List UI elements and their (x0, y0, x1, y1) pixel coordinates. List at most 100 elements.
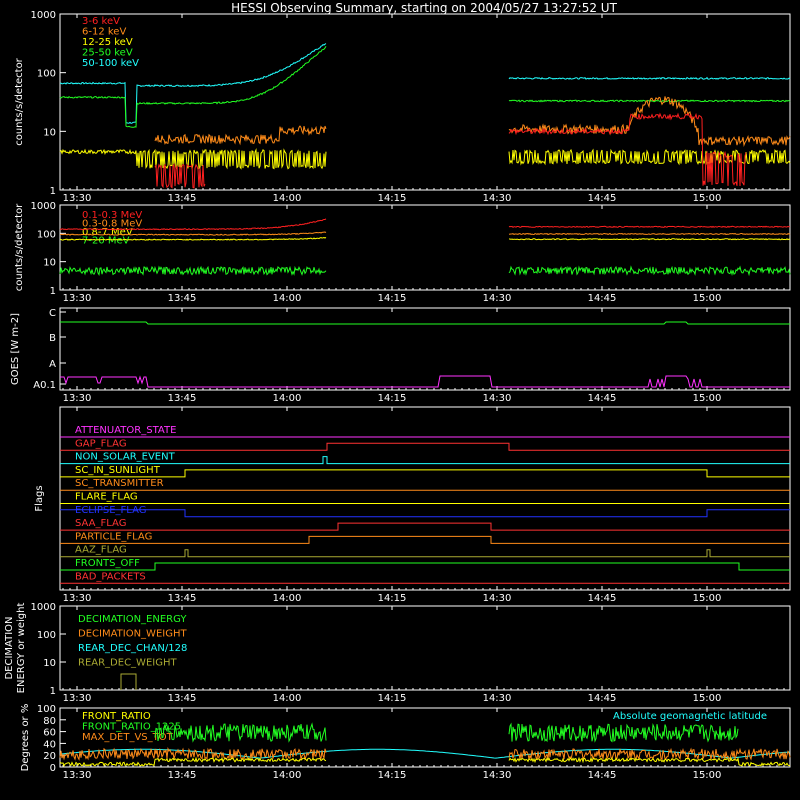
panel1-ylabel: counts/s/detector (14, 57, 25, 145)
panel2-ytick-label: 1 (50, 286, 56, 297)
panel5-legend-entry: REAR_DEC_WEIGHT (78, 658, 177, 669)
panel1-frame (59, 13, 791, 191)
panel4-flag-label: SAA_FLAG (75, 518, 126, 529)
panel3-series-low (60, 375, 790, 388)
panel2-series (508, 225, 791, 228)
panel5-xtick-label: 13:45 (168, 693, 197, 704)
chart-title: HESSI Observing Summary, starting on 200… (231, 1, 617, 15)
panel6-series-front-ratio-1225 (154, 722, 327, 743)
panel5-ylabel-line2: ENERGY or weight (16, 603, 27, 694)
panel4-xtick-label: 14:00 (273, 593, 302, 604)
panel1-series-50-100kev (508, 76, 791, 80)
panel5-legend-entry: DECIMATION_WEIGHT (78, 629, 187, 640)
panel6-ytick-label: 80 (43, 716, 56, 727)
panel2-legend-entry: 0.3-0.8 MeV (82, 219, 142, 230)
panel4-flag-line (60, 549, 790, 558)
panel3-ytick-label: A (49, 359, 56, 370)
panel5-xtick-label: 13:30 (63, 693, 92, 704)
panel1-legend-entry: 12-25 keV (82, 37, 133, 48)
panel4-xtick-label: 13:45 (168, 593, 197, 604)
panel1-xtick-label: 14:00 (273, 193, 302, 204)
panel5-ylabel-line1: DECIMATION (4, 616, 15, 679)
panel3-series-high (60, 321, 790, 325)
panel2-ytick-label: 10 (43, 258, 56, 269)
panel6-ytick-label: 100 (37, 704, 56, 715)
panel5-xtick-label: 15:00 (693, 693, 722, 704)
panel2-series (508, 232, 791, 236)
panel1-series-6-12kev (154, 125, 327, 146)
panel4-flag-label: GAP_FLAG (75, 438, 127, 449)
panel5-ytick-label: 100 (37, 630, 56, 641)
panel4-flag-label: FRONTS_OFF (75, 558, 140, 569)
panel3-ytick-label: B (49, 333, 56, 344)
panel2-xtick-label: 14:30 (483, 293, 512, 304)
panel1-xtick-label: 14:45 (588, 193, 617, 204)
panel3-ytick-label: C (49, 308, 56, 319)
panel4-xtick-label: 14:30 (483, 593, 512, 604)
panel1-legend-entry: 25-50 keV (82, 48, 133, 59)
panel6-ylabel: Degrees or % (20, 704, 31, 772)
panel6-xtick-label: 14:15 (378, 770, 407, 781)
panel6-xtick-label: 14:00 (273, 770, 302, 781)
panel1-xtick-label: 14:15 (378, 193, 407, 204)
panel6-series-max-det-vs-tot (59, 746, 327, 761)
panel2-legend-entry: 0.1-0.3 MeV (82, 210, 142, 221)
panel1-series-12-25kev (59, 148, 327, 170)
panel1-series-3-6kev (154, 163, 206, 189)
panel4-xtick-label: 15:00 (693, 593, 722, 604)
panel4-xtick-label: 14:15 (378, 593, 407, 604)
panel2-xtick-label: 14:45 (588, 293, 617, 304)
panel3-xtick-label: 14:45 (588, 393, 617, 404)
panel1-series-12-25kev (508, 148, 791, 166)
panel2-ytick-label: 100 (37, 229, 56, 240)
panel2-xtick-label: 13:45 (168, 293, 197, 304)
panel4-flag-label: PARTICLE_FLAG (75, 531, 152, 542)
panel2-series (59, 236, 327, 241)
panel3-xtick-label: 14:00 (273, 393, 302, 404)
panel2-series (59, 265, 327, 277)
panel6-series-front-ratio (59, 756, 327, 767)
panel2-legend-entry: 7-20 MeV (82, 236, 130, 247)
panel6-legend-entry: MAX_DET_VS_TOT (82, 732, 174, 743)
panel1-xtick-label: 15:00 (693, 193, 722, 204)
panel4-flag-line (60, 509, 790, 518)
panel1-ytick-label: 1 (50, 186, 56, 197)
panel4-flag-line (60, 469, 790, 478)
panel2-xtick-label: 15:00 (693, 293, 722, 304)
panel1-ytick-label: 1000 (31, 10, 56, 21)
panel6-xtick-label: 15:00 (693, 770, 722, 781)
panel5-series-rear-dec-weight (120, 673, 137, 690)
panel1-series-3-6kev (508, 112, 747, 187)
panel1-series-6-12kev (508, 96, 791, 147)
panel6-xtick-label: 14:30 (483, 770, 512, 781)
panel3-xtick-label: 13:45 (168, 393, 197, 404)
panel3-ytick-label: A0.1 (33, 380, 56, 391)
panel1-xtick-label: 13:30 (63, 193, 92, 204)
panel6-annotation: Absolute geomagnetic latitude (613, 711, 767, 722)
panel5-xtick-label: 14:15 (378, 693, 407, 704)
panel3-xtick-label: 15:00 (693, 393, 722, 404)
panel6-xtick-label: 13:30 (63, 770, 92, 781)
panel1-series-25-50kev (59, 46, 327, 128)
panel6-xtick-label: 14:45 (588, 770, 617, 781)
panel3-xtick-label: 14:15 (378, 393, 407, 404)
panel2-legend-entry: 0.8-7 MeV (82, 227, 133, 238)
panel4-flag-label: NON_SOLAR_EVENT (75, 452, 176, 463)
panel4-flag-label: ATTENUATOR_STATE (75, 425, 176, 436)
panel4-flag-line (60, 442, 790, 451)
panel5-frame (59, 605, 791, 691)
panel6-xtick-label: 13:45 (168, 770, 197, 781)
panel6-legend-entry: FRONT_RATIO (82, 711, 151, 722)
panel6-frame (59, 707, 791, 768)
panel1-legend-entry: 6-12 keV (82, 27, 126, 38)
panel6-series-max-det-vs-tot (508, 747, 791, 761)
panel4-frame (59, 406, 791, 591)
panel4-flag-line (60, 562, 790, 571)
panel6-ytick-label: 20 (43, 751, 56, 762)
panel4-xtick-label: 14:45 (588, 593, 617, 604)
panel4-flag-line (60, 456, 790, 465)
panel4-ylabel: Flags (34, 485, 45, 511)
panel4-flag-label: AAZ_FLAG (75, 545, 127, 556)
